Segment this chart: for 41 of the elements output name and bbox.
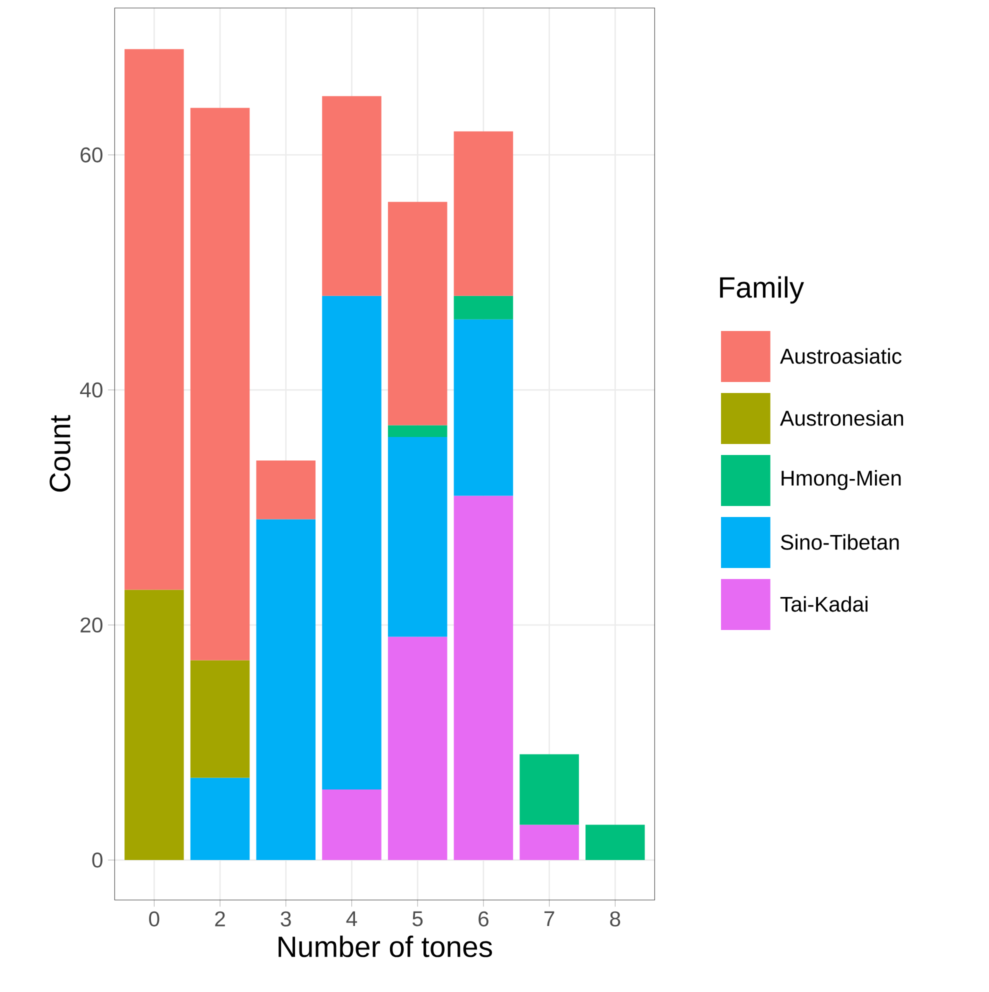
bar [520, 824, 579, 860]
legend-label: Austroasiatic [780, 348, 902, 364]
bar [190, 660, 250, 778]
bar [124, 49, 184, 590]
y-tick-label: 40 [80, 382, 102, 398]
x-tick-label: 4 [346, 911, 358, 926]
x-axis-title: Number of tones [278, 936, 492, 958]
x-tick-label: 6 [478, 911, 488, 926]
x-tick-label: 5 [412, 911, 423, 926]
legend-label: Sino-Tibetan [780, 534, 899, 550]
bar [256, 460, 316, 520]
x-tick-label: 8 [610, 911, 620, 926]
bar [190, 778, 250, 860]
bar [388, 202, 448, 426]
x-tick-label: 2 [215, 911, 225, 926]
bar [388, 436, 448, 637]
bar [454, 131, 514, 296]
y-axis-title: Count [50, 415, 70, 492]
bar [322, 96, 382, 296]
bar [454, 296, 514, 320]
y-tick-label: 20 [80, 617, 102, 633]
bar [190, 108, 250, 660]
bar [454, 496, 514, 860]
bar [322, 790, 382, 860]
x-tick-label: 7 [544, 911, 554, 926]
legend-label: Tai-Kadai [780, 596, 868, 612]
bar [322, 296, 382, 790]
bar [256, 519, 316, 860]
bar [520, 754, 579, 825]
bar [388, 636, 448, 860]
x-tick-label: 3 [280, 911, 291, 926]
y-tick-label: 60 [80, 147, 102, 162]
y-tick-label: 0 [92, 852, 102, 868]
x-tick-label: 0 [149, 911, 160, 926]
legend-title: Family [720, 276, 804, 304]
bar [454, 319, 514, 496]
legend-label: Hmong-Mien [782, 470, 901, 490]
bar [586, 824, 645, 860]
legend-label: Austronesian [780, 410, 904, 426]
bar [124, 590, 184, 860]
bar [388, 425, 448, 437]
